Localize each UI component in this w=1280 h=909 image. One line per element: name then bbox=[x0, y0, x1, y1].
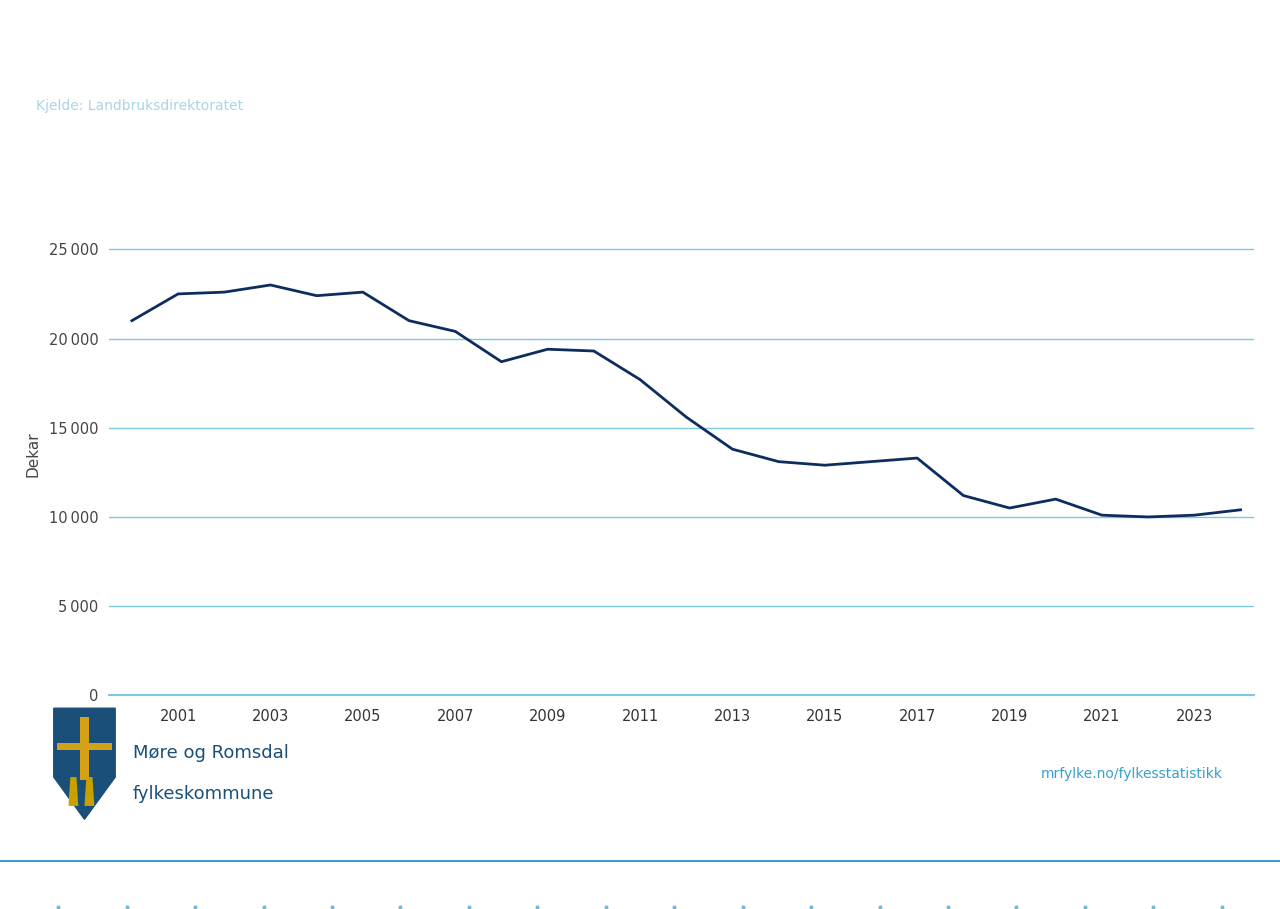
Text: Møre og Romsdal: Møre og Romsdal bbox=[133, 744, 289, 762]
Text: mrfylke.no/fylkesstatistikk: mrfylke.no/fylkesstatistikk bbox=[1041, 767, 1222, 782]
Polygon shape bbox=[84, 777, 95, 806]
Text: fylkeskommune: fylkeskommune bbox=[133, 784, 275, 803]
Text: Kjelde: Landbruksdirektoratet: Kjelde: Landbruksdirektoratet bbox=[36, 99, 243, 113]
Polygon shape bbox=[81, 717, 88, 781]
Text: Utvikling i kornareal i Møre og Romsdal 2000–2024: Utvikling i kornareal i Møre og Romsdal … bbox=[36, 34, 955, 65]
Y-axis label: Dekar: Dekar bbox=[26, 432, 40, 477]
Polygon shape bbox=[56, 743, 113, 751]
Polygon shape bbox=[69, 777, 78, 806]
Polygon shape bbox=[54, 708, 115, 819]
